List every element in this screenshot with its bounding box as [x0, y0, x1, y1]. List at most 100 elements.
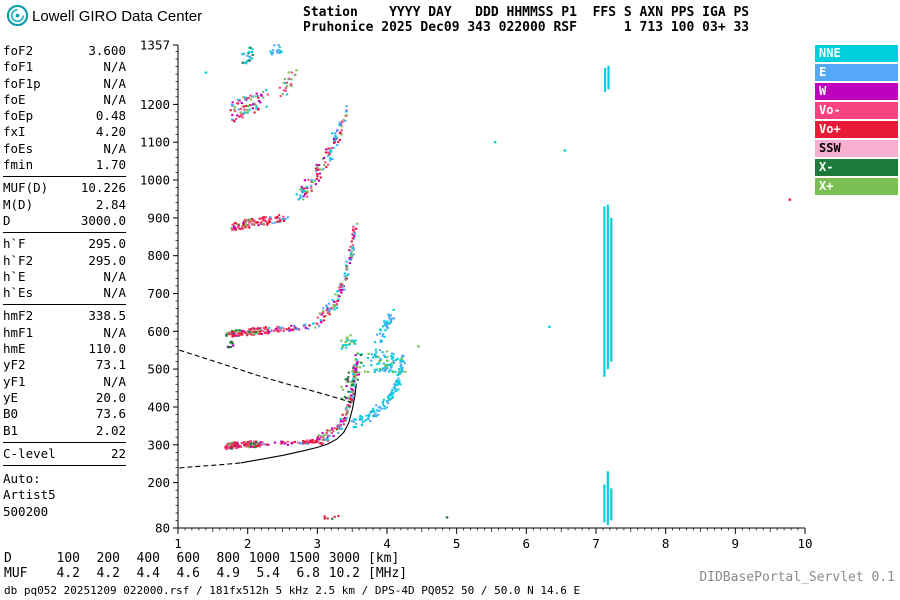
param-label: foF1: [3, 59, 34, 75]
param-label: fmin: [3, 157, 34, 173]
svg-text:3: 3: [314, 536, 322, 551]
param-label: yE: [3, 389, 19, 405]
param-row: foE N/A: [3, 92, 126, 108]
svg-text:2: 2: [244, 536, 252, 551]
param-value: 22: [110, 445, 126, 461]
row-value: 800: [216, 551, 240, 566]
param-value: 110.0: [88, 341, 126, 357]
svg-text:4: 4: [383, 536, 391, 551]
param-label: B0: [3, 406, 19, 422]
echo-points: [204, 44, 792, 520]
row-label: MUF: [4, 566, 28, 581]
param-row: h`F 295.0: [3, 236, 126, 252]
param-label: hmE: [3, 341, 26, 357]
svg-text:400: 400: [147, 400, 170, 415]
param-row: M(D) 2.84: [3, 197, 126, 213]
param-value: N/A: [103, 59, 126, 75]
param-value: 295.0: [88, 252, 126, 268]
legend-item-voplus: Vo+: [815, 121, 898, 138]
svg-text:10: 10: [797, 536, 812, 551]
legend-item-w: W: [815, 83, 898, 100]
row-value: 400: [136, 551, 160, 566]
muf-row: MUF 4.2 4.2 4.4 4.6 4.9 5.4 6.8 10.2 [MHz]: [4, 566, 407, 581]
giro-logo-icon: [6, 4, 29, 27]
row-value: 4.9: [216, 566, 240, 581]
param-value: 295.0: [88, 236, 126, 252]
legend-item-xplus: X+: [815, 178, 898, 195]
divider: [3, 441, 126, 443]
d-muf-table: D 100 200 400 600 800 1000 1500 3000 [km] MUF 4.2 4.…: [4, 551, 407, 581]
param-row: foEp 0.48: [3, 108, 126, 124]
param-label: yF2: [3, 357, 26, 373]
param-value: 3.600: [88, 43, 126, 58]
row-value: 4.2: [56, 566, 80, 581]
ionogram-plot: 1357120011001000900800700600500400300200…: [140, 38, 813, 551]
param-row: foF1p N/A: [3, 76, 126, 92]
param-label: hmF2: [3, 308, 34, 324]
param-value: 10.226: [80, 180, 126, 196]
divider: [3, 465, 126, 467]
divider: [3, 176, 126, 178]
row-unit: [MHz]: [368, 566, 408, 581]
svg-text:900: 900: [147, 210, 170, 225]
param-value: N/A: [103, 373, 126, 389]
param-row: h`E N/A: [3, 269, 126, 285]
servlet-version: DIDBasePortal_Servlet 0.1: [699, 570, 895, 585]
auto-info-line: 500200: [3, 503, 49, 519]
svg-text:6: 6: [523, 536, 531, 551]
param-label: C-level: [3, 445, 56, 461]
param-value: 2.02: [95, 422, 126, 438]
param-value: 73.1: [95, 357, 126, 373]
param-value: 4.20: [95, 124, 126, 140]
rfi-bands: [603, 65, 613, 525]
divider: [3, 304, 126, 306]
param-row: hmE 110.0: [3, 341, 126, 357]
param-row: yE 20.0: [3, 390, 126, 406]
param-row: D 3000.0: [3, 213, 126, 229]
param-row: B0 73.6: [3, 406, 126, 422]
svg-text:200: 200: [147, 475, 170, 490]
row-unit: [km]: [368, 551, 400, 566]
param-row: h`F2 295.0: [3, 253, 126, 269]
param-label: foEp: [3, 108, 34, 124]
param-label: foE: [3, 91, 26, 107]
param-label: yF1: [3, 373, 26, 389]
row-value: 4.6: [176, 566, 200, 581]
legend-item-ssw: SSW: [815, 140, 898, 157]
svg-text:500: 500: [147, 362, 170, 377]
legend-item-vominus: Vo-: [815, 102, 898, 119]
param-value: N/A: [103, 91, 126, 107]
svg-text:1: 1: [174, 536, 182, 551]
param-label: h`Es: [3, 285, 34, 301]
svg-text:1200: 1200: [140, 97, 170, 112]
param-row: fmin 1.70: [3, 157, 126, 173]
param-value: 20.0: [95, 389, 126, 405]
svg-text:1100: 1100: [140, 135, 170, 150]
param-value: N/A: [103, 324, 126, 340]
param-row: yF2 73.1: [3, 357, 126, 373]
param-value: 73.6: [95, 406, 126, 422]
svg-text:700: 700: [147, 286, 170, 301]
legend-item-e: E: [815, 64, 898, 81]
distance-row: D 100 200 400 600 800 1000 1500 3000 [km]: [4, 551, 407, 566]
param-value: 3000.0: [80, 212, 126, 228]
row-value: 1500: [288, 551, 320, 566]
param-row: hmF1 N/A: [3, 325, 126, 341]
svg-text:300: 300: [147, 437, 170, 452]
param-label: MUF(D): [3, 180, 49, 196]
row-value: 200: [96, 551, 120, 566]
auto-info-line: Artist5: [3, 487, 56, 503]
param-label: h`F: [3, 236, 26, 252]
svg-text:1357: 1357: [140, 38, 170, 53]
param-row: h`Es N/A: [3, 285, 126, 301]
param-value: 1.70: [95, 157, 126, 173]
param-value: N/A: [103, 75, 126, 91]
param-label: M(D): [3, 196, 34, 212]
row-value: 4.4: [136, 566, 160, 581]
param-row: foF1 N/A: [3, 59, 126, 75]
row-value: 1000: [248, 551, 280, 566]
svg-text:1000: 1000: [140, 173, 170, 188]
direction-legend: NNE E W Vo- Vo+ SSW X- X+: [815, 45, 898, 197]
brand-title: Lowell GIRO Data Center: [32, 8, 203, 25]
parameter-panel: foF2 3.600 foF1 N/A foF1p N/A foE N/A foEp 0.48 fx…: [3, 43, 126, 520]
